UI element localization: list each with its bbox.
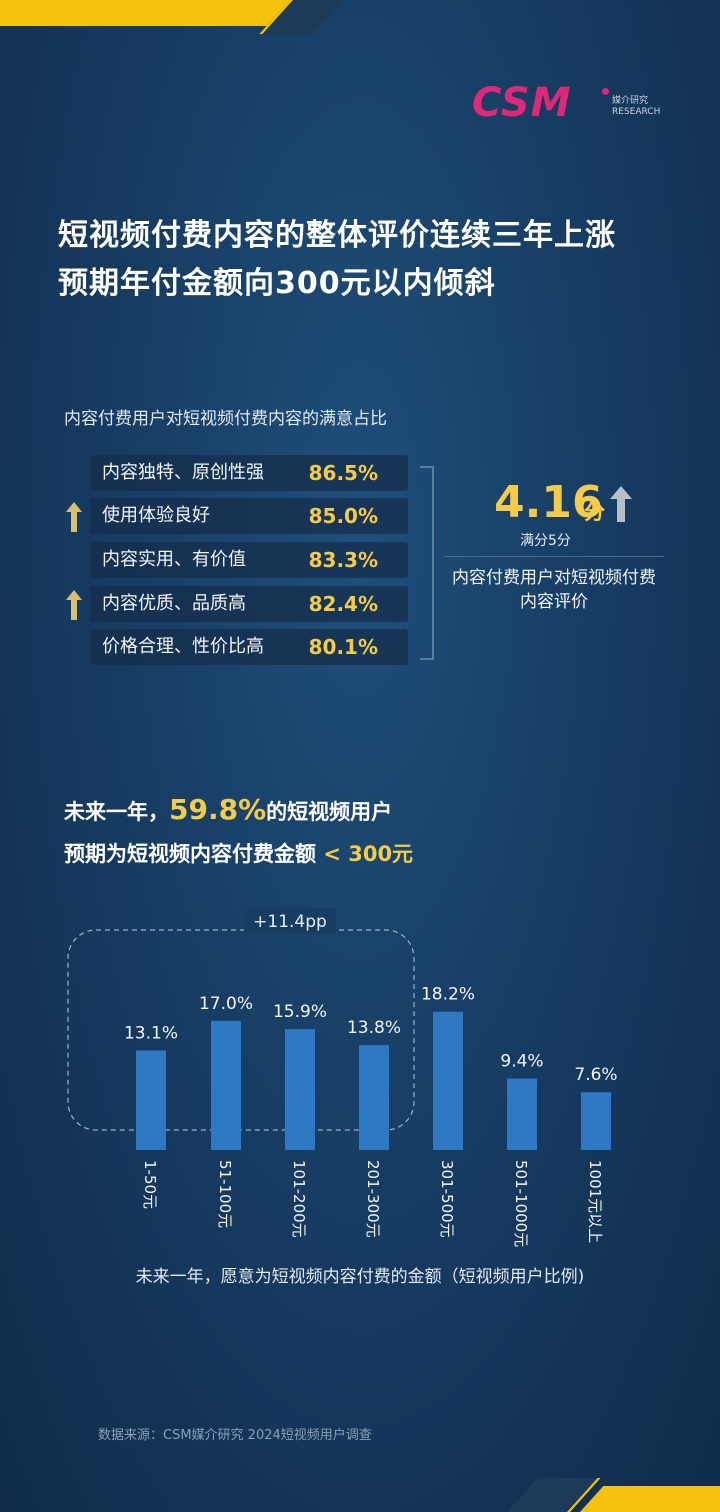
up-arrow-icon bbox=[66, 590, 82, 620]
satisfaction-value: 82.4% bbox=[308, 592, 378, 616]
satisfaction-row: 使用体验良好 85.0% bbox=[90, 498, 408, 534]
category-tick-label: 1-50元 bbox=[141, 1160, 159, 1209]
satisfaction-value: 85.0% bbox=[308, 504, 378, 528]
headline-line-2: 预期年付金额向300元以内倾斜 bbox=[58, 266, 496, 301]
category-tick-label: 101-200元 bbox=[290, 1160, 308, 1238]
satisfaction-row: 价格合理、性价比高 80.1% bbox=[90, 629, 408, 665]
logo-subtext: 媒介研究 RESEARCH bbox=[612, 96, 661, 117]
score-unit: 分 bbox=[584, 500, 605, 524]
satisfaction-row: 内容实用、有价值 83.3% bbox=[90, 542, 408, 578]
bar bbox=[359, 1045, 389, 1150]
spending-heading-line-1: 未来一年，59.8%的短视频用户 bbox=[64, 792, 392, 830]
heading-text: 预期为短视频内容付费金额 bbox=[64, 842, 316, 866]
spending-bar-chart: +11.4pp 13.1% 1-50元 17.0% 51-100元 15.9% 101-20… bbox=[67, 908, 618, 1247]
satisfaction-value: 80.1% bbox=[308, 635, 378, 659]
satisfaction-title: 内容付费用户对短视频付费内容的满意占比 bbox=[64, 409, 387, 429]
category-tick-label: 51-100元 bbox=[216, 1160, 234, 1228]
bracket-connector bbox=[420, 466, 434, 660]
bar-value-label: 7.6% bbox=[574, 1065, 617, 1085]
heading-text: 的短视频用户 bbox=[266, 800, 393, 824]
score-note: 满分5分 bbox=[520, 533, 571, 549]
bar-value-label: 18.2% bbox=[421, 985, 475, 1005]
satisfaction-label: 价格合理、性价比高 bbox=[102, 636, 264, 657]
bar-value-label: 13.1% bbox=[124, 1023, 178, 1043]
heading-text: 未来一年， bbox=[64, 800, 169, 824]
satisfaction-value: 86.5% bbox=[308, 461, 378, 485]
bar bbox=[211, 1020, 241, 1150]
satisfaction-label: 使用体验良好 bbox=[102, 505, 210, 526]
score-caption: 内容付费用户对短视频付费内容评价 bbox=[452, 568, 656, 612]
divider bbox=[444, 556, 664, 557]
bottom-right-stripe-decoration bbox=[510, 1472, 720, 1512]
bar bbox=[136, 1050, 166, 1150]
satisfaction-row: 内容独特、原创性强 86.5% bbox=[90, 455, 408, 491]
bar-value-label: 17.0% bbox=[199, 994, 253, 1014]
overall-score: 4.16 bbox=[494, 477, 603, 528]
bar-value-label: 15.9% bbox=[273, 1002, 327, 1022]
logo-wordmark: CSM bbox=[472, 80, 572, 126]
bar bbox=[507, 1078, 537, 1150]
satisfaction-value: 83.3% bbox=[308, 548, 378, 572]
annotation-background bbox=[244, 908, 336, 934]
highlight-percent: 59.8% bbox=[169, 793, 267, 826]
highlight-amount: < 300元 bbox=[323, 842, 414, 866]
up-arrow-icon bbox=[610, 486, 632, 522]
bar bbox=[285, 1029, 315, 1150]
annotation-label: +11.4pp bbox=[253, 912, 327, 932]
up-arrow-icon bbox=[66, 502, 82, 532]
top-left-stripe-decoration bbox=[0, 0, 360, 40]
category-tick-label: 201-300元 bbox=[364, 1160, 382, 1238]
category-tick-label: 301-500元 bbox=[438, 1160, 456, 1238]
bar bbox=[433, 1011, 463, 1150]
logo-dot bbox=[602, 88, 609, 95]
satisfaction-label: 内容实用、有价值 bbox=[102, 549, 246, 570]
spending-heading-line-2: 预期为短视频内容付费金额 < 300元 bbox=[64, 836, 413, 872]
bar-value-label: 9.4% bbox=[500, 1052, 543, 1072]
headline-line-1: 短视频付费内容的整体评价连续三年上涨 bbox=[58, 218, 616, 253]
data-source: 数据来源：CSM媒介研究 2024短视频用户调查 bbox=[98, 1428, 372, 1443]
satisfaction-label: 内容优质、品质高 bbox=[102, 593, 246, 614]
bar bbox=[581, 1092, 611, 1150]
satisfaction-row: 内容优质、品质高 82.4% bbox=[90, 586, 408, 622]
category-tick-label: 1001元以上 bbox=[586, 1160, 604, 1243]
csm-logo: CSM 媒介研究 RESEARCH bbox=[472, 80, 662, 126]
bar-value-label: 13.8% bbox=[347, 1018, 401, 1038]
satisfaction-label: 内容独特、原创性强 bbox=[102, 462, 264, 483]
category-tick-label: 501-1000元 bbox=[512, 1160, 530, 1247]
chart-caption: 未来一年，愿意为短视频内容付费的金额（短视频用户比例) bbox=[135, 1267, 585, 1287]
